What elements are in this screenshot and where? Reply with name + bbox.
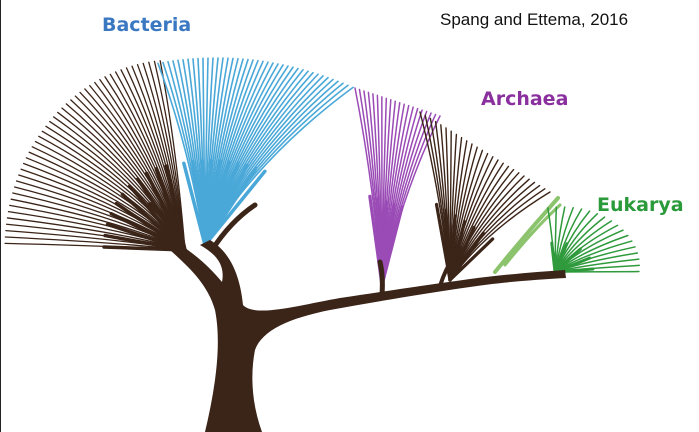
brown-left-fan-limb [109, 211, 187, 252]
archaea-fan-limb [380, 205, 404, 287]
eukarya-fan-limb [550, 241, 557, 274]
bacteria-fan-limb [203, 169, 267, 247]
eukarya-label: Eukarya [597, 194, 684, 216]
citation-text: Spang and Ettema, 2016 [440, 10, 629, 29]
bacteria-fan [157, 57, 354, 247]
bacteria-label: Bacteria [102, 14, 192, 36]
archaea-brown-fan-limb [448, 231, 485, 282]
trunk-shape [170, 240, 566, 432]
trunk [147, 202, 566, 432]
archaea-fan [354, 87, 441, 287]
eukarya-fan-limb [553, 247, 582, 274]
eukarya-stem [493, 196, 560, 274]
archaea-brown-fan-limb [448, 225, 476, 282]
left-border-line [0, 0, 1, 432]
brown-left-fan-limb [103, 233, 187, 252]
eukarya-fan [547, 206, 641, 274]
archaea-brown-fan-limb [448, 214, 457, 282]
brown-left-fan-limb [120, 192, 187, 252]
trunk-limb [377, 259, 385, 298]
trunk-limb [209, 202, 258, 253]
archaea-brown-fan-limb [444, 208, 452, 282]
trunk-limb [438, 246, 462, 288]
archaea-label: Archaea [481, 88, 569, 110]
eukarya-fan-limb [553, 242, 569, 274]
brown-left-fan-limb [164, 164, 187, 252]
brown-left-fan-limb [105, 222, 187, 252]
archaea-brown-fan-limb [448, 237, 495, 282]
eukarya-stem [503, 203, 562, 267]
eukarya-fan-limb [553, 256, 592, 274]
brown-left-fan [4, 60, 187, 252]
archaea-brown-fan [419, 111, 551, 282]
branch-fans [4, 57, 641, 287]
brown-left-fan-limb [114, 201, 187, 252]
trunk-limb [147, 202, 188, 258]
